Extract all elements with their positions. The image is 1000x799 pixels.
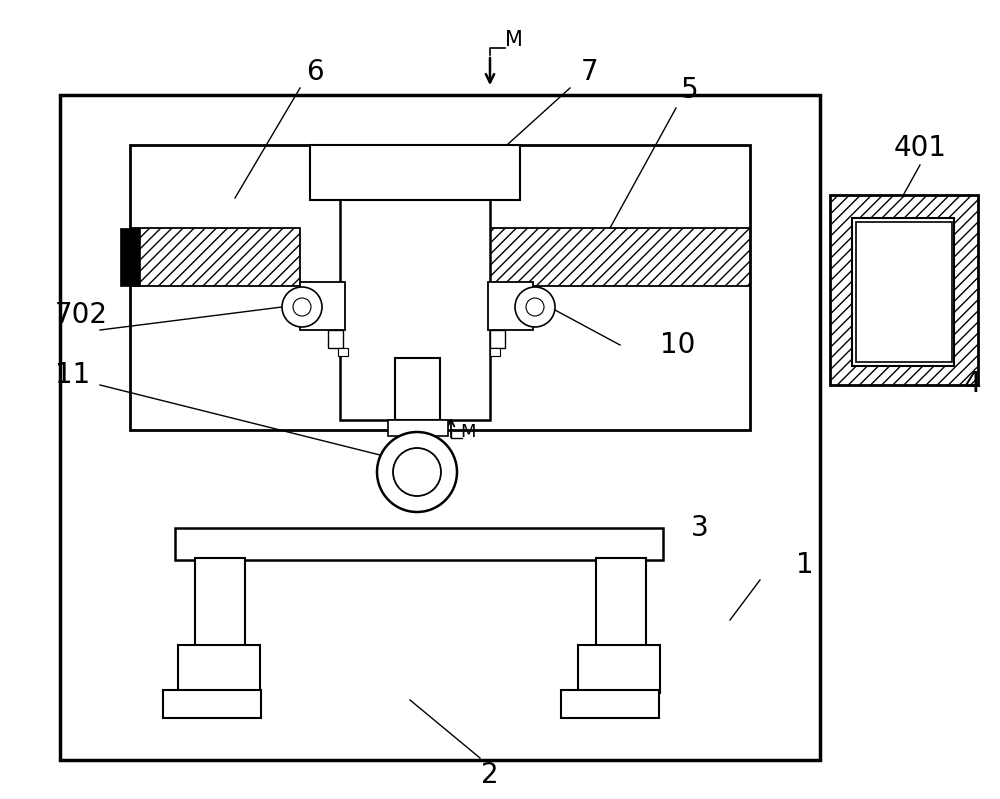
Text: 6: 6 xyxy=(306,58,324,86)
Text: 11: 11 xyxy=(55,361,90,389)
Text: 3: 3 xyxy=(691,514,709,542)
Bar xyxy=(310,145,520,200)
Bar xyxy=(60,95,820,760)
Bar xyxy=(578,645,660,693)
Bar xyxy=(340,145,490,420)
Bar xyxy=(328,330,343,348)
Circle shape xyxy=(282,287,322,327)
Bar xyxy=(338,348,348,356)
Bar xyxy=(130,145,750,430)
Bar xyxy=(395,358,440,420)
Bar xyxy=(163,690,261,718)
Bar xyxy=(490,348,500,356)
Bar xyxy=(175,528,663,560)
Bar xyxy=(856,222,952,362)
Bar xyxy=(195,558,245,648)
Bar xyxy=(488,228,750,286)
Circle shape xyxy=(377,432,457,512)
Bar xyxy=(300,282,345,330)
Bar xyxy=(830,195,978,385)
Bar xyxy=(388,420,448,436)
Bar xyxy=(488,282,533,330)
Text: 2: 2 xyxy=(481,761,499,789)
Text: 702: 702 xyxy=(55,301,108,329)
Text: 5: 5 xyxy=(681,76,699,104)
Circle shape xyxy=(393,448,441,496)
Bar xyxy=(852,218,954,366)
Circle shape xyxy=(515,287,555,327)
Text: M: M xyxy=(505,30,523,50)
Bar xyxy=(130,228,300,286)
Bar xyxy=(561,690,659,718)
Bar xyxy=(178,645,260,693)
Text: 1: 1 xyxy=(796,551,814,579)
Circle shape xyxy=(293,298,311,316)
Bar xyxy=(490,330,505,348)
Text: 7: 7 xyxy=(581,58,599,86)
Bar xyxy=(120,228,140,286)
Text: M: M xyxy=(460,423,476,441)
Circle shape xyxy=(526,298,544,316)
Text: 10: 10 xyxy=(660,331,695,359)
Text: 401: 401 xyxy=(894,134,946,162)
Bar xyxy=(596,558,646,648)
Text: 4: 4 xyxy=(963,370,981,398)
